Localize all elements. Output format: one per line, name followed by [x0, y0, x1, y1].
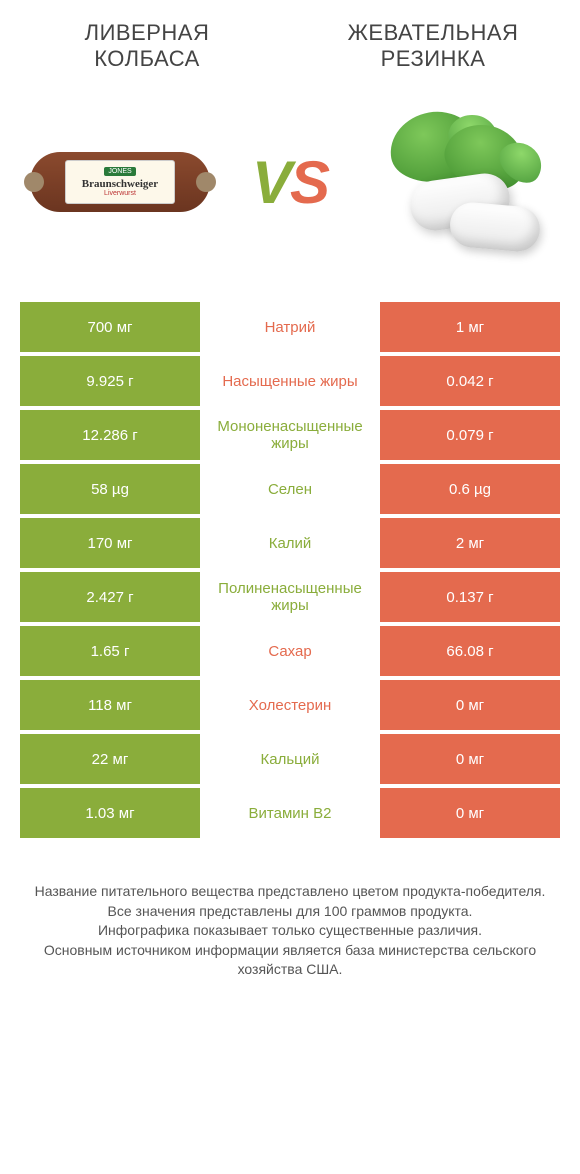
nutrient-label-cell: Натрий	[200, 302, 380, 352]
footer-line: Название питательного вещества представл…	[30, 882, 550, 902]
left-value-cell: 1.65 г	[20, 626, 200, 676]
right-value-cell: 0 мг	[380, 788, 560, 838]
right-product-image	[360, 102, 560, 262]
left-value-cell: 2.427 г	[20, 572, 200, 622]
right-value-cell: 2 мг	[380, 518, 560, 568]
table-row: 58 µgСелен0.6 µg	[20, 464, 560, 514]
left-product-image: JONES Braunschweiger Liverwurst	[20, 102, 220, 262]
nutrient-label-cell: Витамин B2	[200, 788, 380, 838]
footer-line: Инфографика показывает только существенн…	[30, 921, 550, 941]
left-value-cell: 58 µg	[20, 464, 200, 514]
gum-icon	[370, 107, 550, 257]
table-row: 9.925 гНасыщенные жиры0.042 г	[20, 356, 560, 406]
package-brand: JONES	[104, 167, 135, 176]
table-row: 2.427 гПолиненасыщенные жиры0.137 г	[20, 572, 560, 622]
package-sub: Liverwurst	[104, 190, 136, 197]
right-value-cell: 0 мг	[380, 734, 560, 784]
left-value-cell: 170 мг	[20, 518, 200, 568]
comparison-table: 700 мгНатрий1 мг9.925 гНасыщенные жиры0.…	[0, 302, 580, 838]
sausage-icon: JONES Braunschweiger Liverwurst	[30, 152, 210, 212]
nutrient-label-cell: Кальций	[200, 734, 380, 784]
right-value-cell: 0.6 µg	[380, 464, 560, 514]
gum-pill-icon	[448, 201, 542, 254]
table-row: 22 мгКальций0 мг	[20, 734, 560, 784]
nutrient-label-cell: Калий	[200, 518, 380, 568]
right-product-title: ЖЕВАТЕЛЬНАЯ РЕЗИНКА	[316, 20, 550, 72]
table-row: 170 мгКалий2 мг	[20, 518, 560, 568]
left-value-cell: 22 мг	[20, 734, 200, 784]
vs-v: V	[252, 149, 290, 216]
product-images-row: JONES Braunschweiger Liverwurst VS	[0, 82, 580, 302]
left-value-cell: 700 мг	[20, 302, 200, 352]
header: ЛИВЕРНАЯ КОЛБАСА ЖЕВАТЕЛЬНАЯ РЕЗИНКА	[0, 0, 580, 82]
table-row: 12.286 гМононенасыщенные жиры0.079 г	[20, 410, 560, 460]
footer-line: Все значения представлены для 100 граммо…	[30, 902, 550, 922]
nutrient-label-cell: Селен	[200, 464, 380, 514]
vs-s: S	[290, 149, 328, 216]
right-value-cell: 0.042 г	[380, 356, 560, 406]
right-value-cell: 0.079 г	[380, 410, 560, 460]
nutrient-label-cell: Сахар	[200, 626, 380, 676]
table-row: 1.65 гСахар66.08 г	[20, 626, 560, 676]
nutrient-label-cell: Полиненасыщенные жиры	[200, 572, 380, 622]
table-row: 118 мгХолестерин0 мг	[20, 680, 560, 730]
left-value-cell: 118 мг	[20, 680, 200, 730]
nutrient-label-cell: Мононенасыщенные жиры	[200, 410, 380, 460]
table-row: 1.03 мгВитамин B20 мг	[20, 788, 560, 838]
footer-notes: Название питательного вещества представл…	[0, 842, 580, 980]
right-value-cell: 0.137 г	[380, 572, 560, 622]
sausage-label: JONES Braunschweiger Liverwurst	[65, 160, 175, 204]
nutrient-label-cell: Насыщенные жиры	[200, 356, 380, 406]
left-value-cell: 1.03 мг	[20, 788, 200, 838]
left-value-cell: 12.286 г	[20, 410, 200, 460]
nutrient-label-cell: Холестерин	[200, 680, 380, 730]
left-value-cell: 9.925 г	[20, 356, 200, 406]
right-value-cell: 66.08 г	[380, 626, 560, 676]
right-value-cell: 0 мг	[380, 680, 560, 730]
vs-label: VS	[252, 148, 328, 217]
footer-line: Основным источником информации является …	[30, 941, 550, 980]
table-row: 700 мгНатрий1 мг	[20, 302, 560, 352]
left-product-title: ЛИВЕРНАЯ КОЛБАСА	[30, 20, 264, 72]
package-name: Braunschweiger	[82, 178, 158, 190]
right-value-cell: 1 мг	[380, 302, 560, 352]
